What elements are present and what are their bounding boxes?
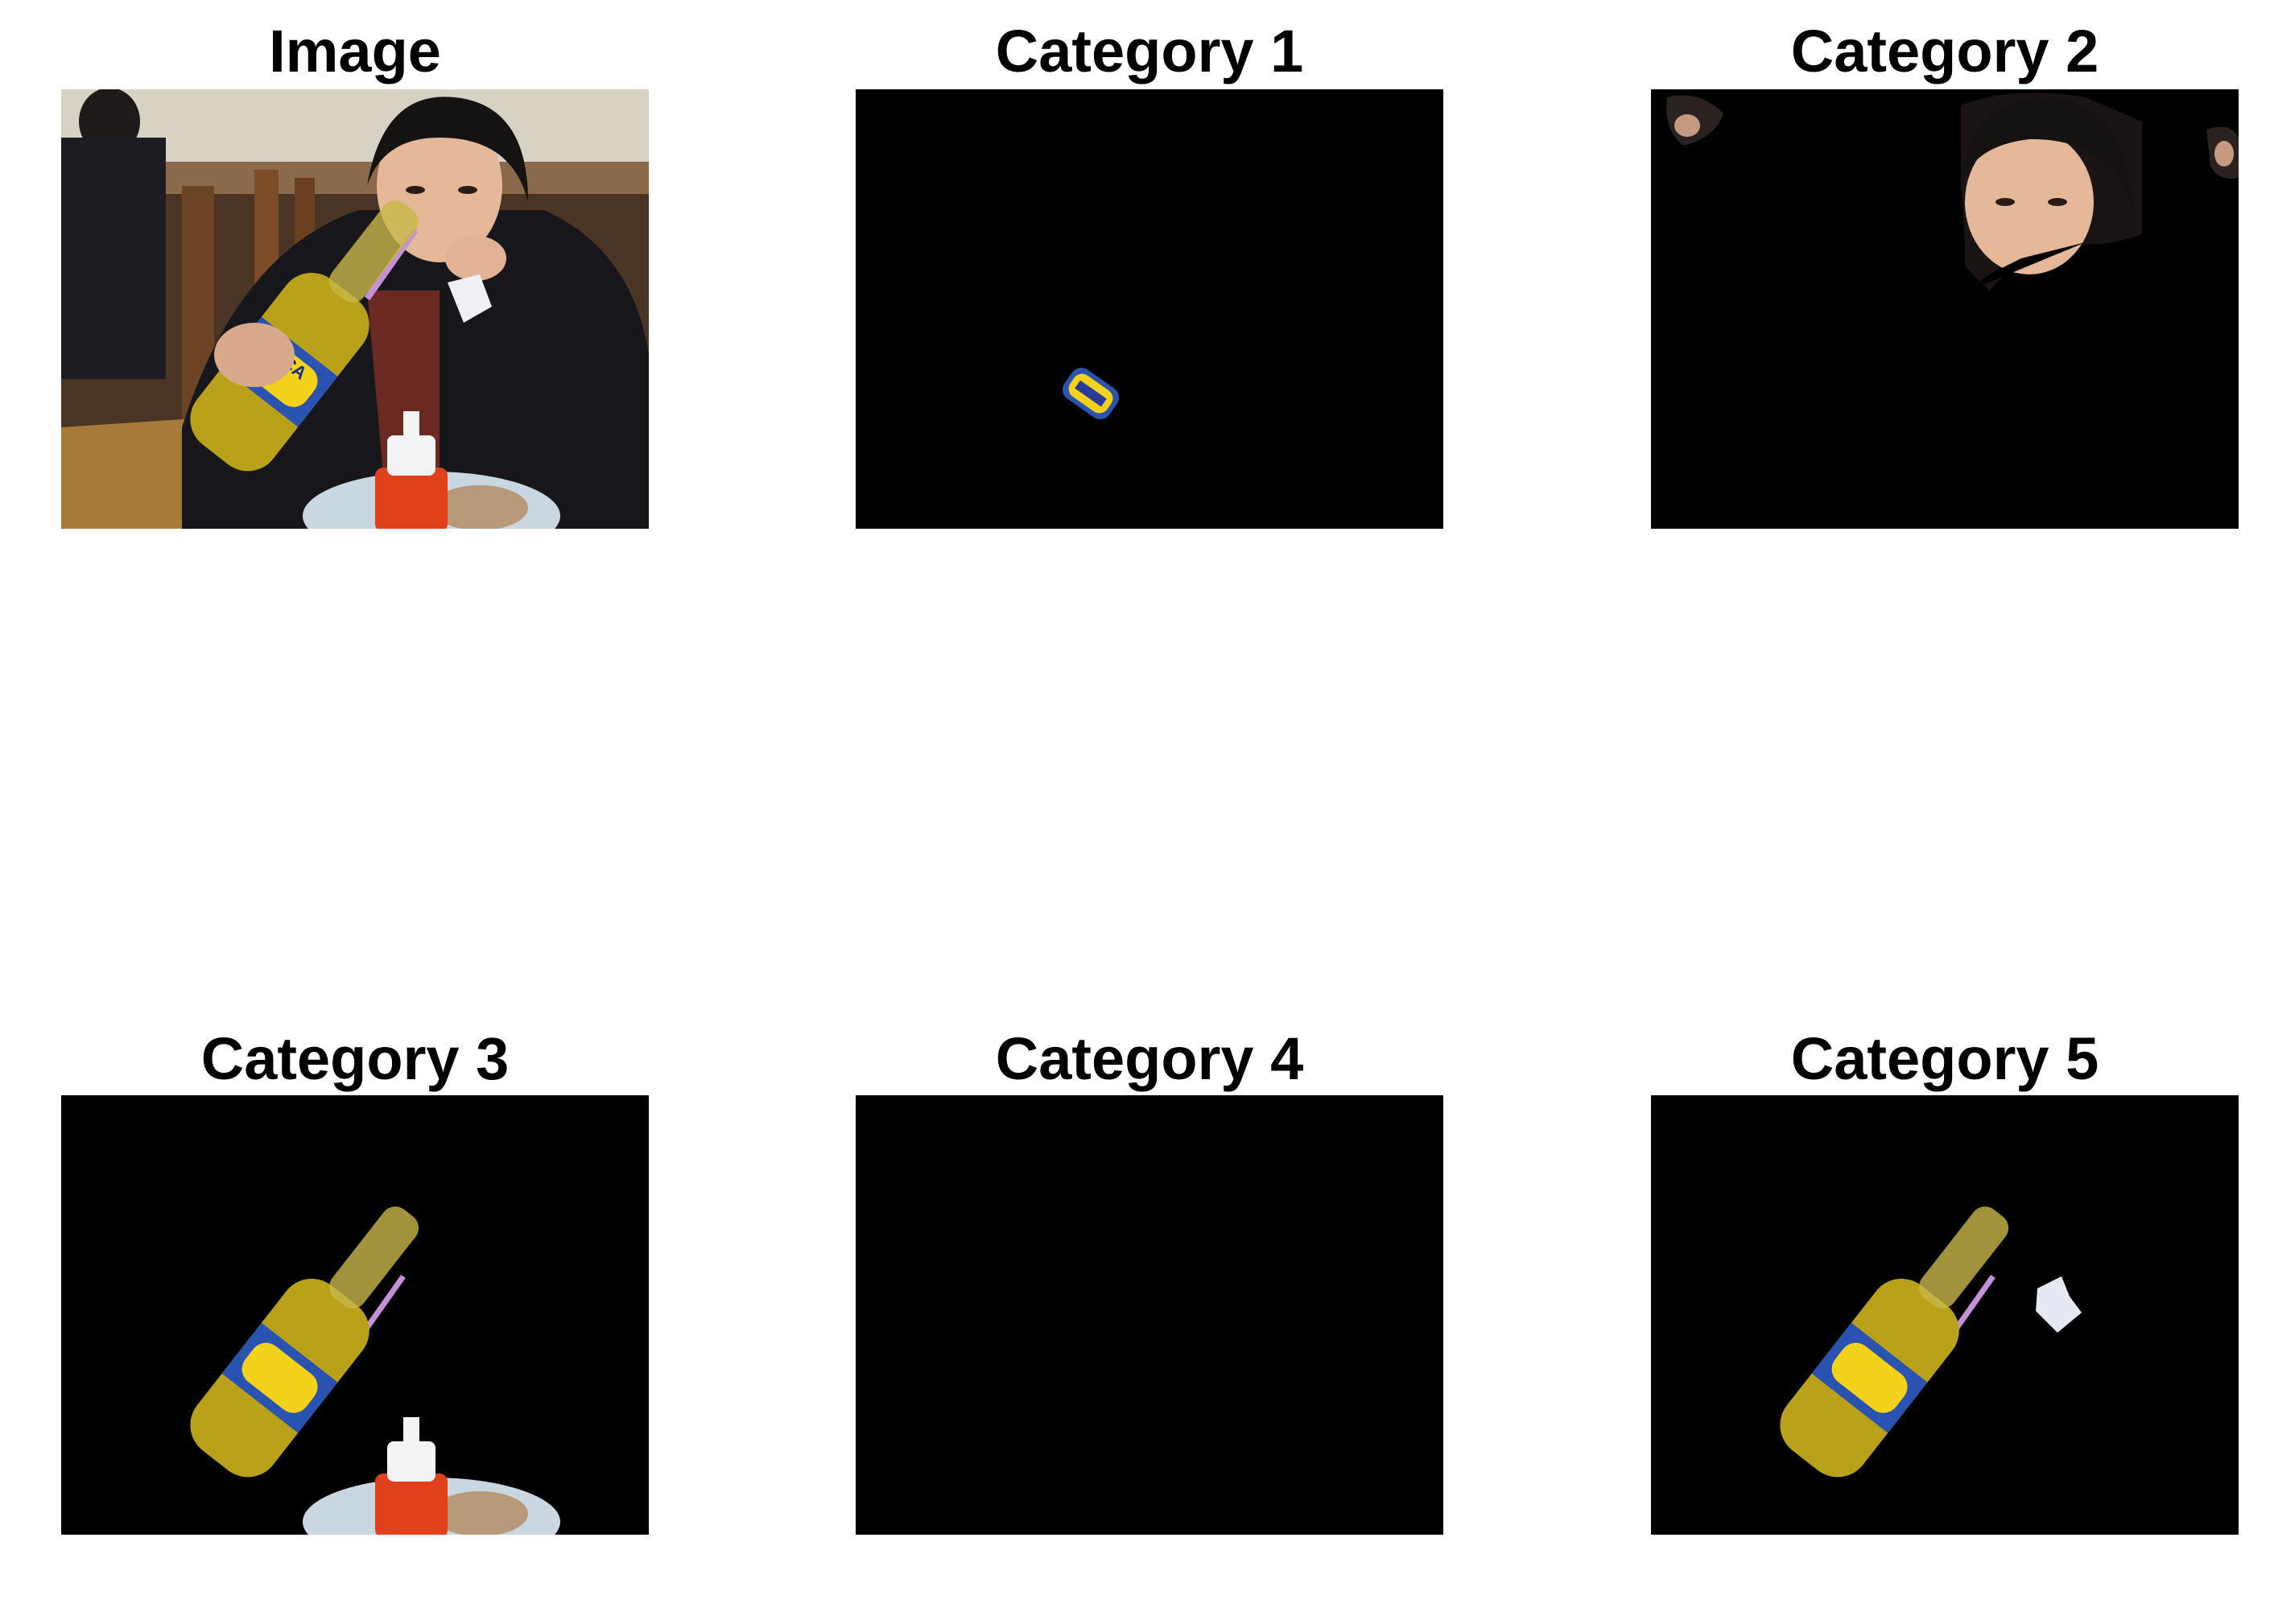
panel-category-2 [1651,89,2239,529]
panel-category-4 [856,1095,1443,1535]
panel-title-category-1: Category 1 [856,19,1443,84]
panel-category-5 [1651,1095,2239,1535]
panel-title-category-4: Category 4 [856,1027,1443,1091]
panel-title-category-3: Category 3 [61,1027,649,1091]
panel-title-category-5: Category 5 [1651,1027,2239,1091]
panel-title-image: Image [61,19,649,84]
panel-title-category-2: Category 2 [1651,19,2239,84]
panel-original-photo: INCA [61,89,649,529]
panel-category-1 [856,89,1443,529]
panel-category-3 [61,1095,649,1535]
